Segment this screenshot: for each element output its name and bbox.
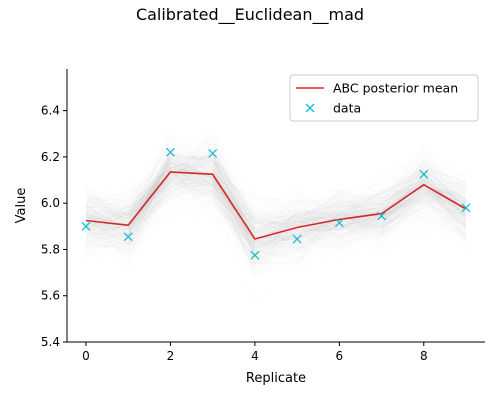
data-point-marker <box>377 211 387 221</box>
x-tick-label: 0 <box>82 349 90 363</box>
x-tick-label: 2 <box>167 349 175 363</box>
data-point-marker <box>123 232 133 242</box>
y-tick-label: 5.8 <box>41 242 60 256</box>
data-point-marker <box>250 250 260 260</box>
data-point-marker <box>461 203 471 213</box>
data-point-marker <box>81 221 91 231</box>
x-tick-label: 8 <box>420 349 428 363</box>
legend-marker-swatch <box>305 103 315 113</box>
legend-label: data <box>333 101 361 116</box>
axes: 0 2 4 6 8 5.4 5.6 5.8 6.0 6.2 6.4 <box>41 69 485 363</box>
data-point-marker <box>419 169 429 179</box>
data-point-marker <box>165 147 175 157</box>
posterior-sample-lines <box>86 123 466 305</box>
x-tick-label: 4 <box>251 349 259 363</box>
y-tick-label: 5.6 <box>41 289 60 303</box>
legend-box <box>289 74 479 122</box>
y-tick-label: 6.0 <box>41 196 60 210</box>
legend-label: ABC posterior mean <box>333 81 458 96</box>
chart-title: Calibrated__Euclidean__mad <box>135 5 365 24</box>
data-point-marker <box>208 148 218 158</box>
x-axis-label: Replicate <box>246 371 306 386</box>
legend: ABC posterior mean data <box>289 74 479 122</box>
series-layer <box>81 147 471 260</box>
data-point-marker <box>292 234 302 244</box>
y-tick-label: 6.2 <box>41 150 60 164</box>
y-tick-label: 5.4 <box>41 335 60 349</box>
y-axis-label: Value <box>14 188 29 224</box>
x-tick-label: 6 <box>336 349 344 363</box>
y-tick-label: 6.4 <box>41 104 60 118</box>
data-point-marker <box>334 218 344 228</box>
posterior-mean-line <box>85 171 467 240</box>
